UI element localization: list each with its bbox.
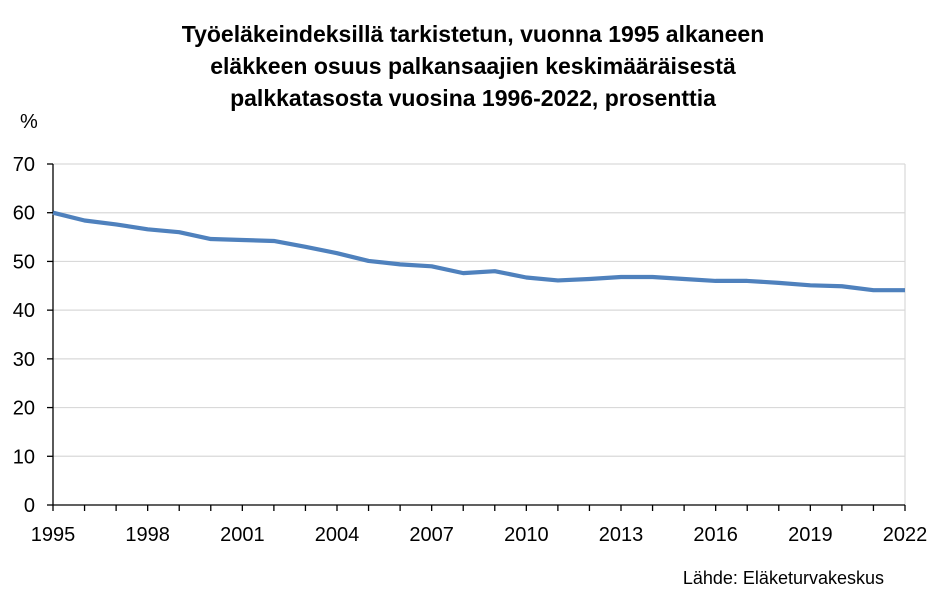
- x-tick-label: 2001: [220, 524, 265, 546]
- y-tick-label: 50: [13, 251, 35, 273]
- chart-title: Työeläkeindeksillä tarkistetun, vuonna 1…: [0, 18, 946, 114]
- x-tick-label: 2019: [788, 524, 833, 546]
- x-tick-label: 2022: [883, 524, 928, 546]
- x-tick-label: 1995: [31, 524, 76, 546]
- x-tick-label: 2007: [409, 524, 454, 546]
- y-tick-label: 10: [13, 446, 35, 468]
- series-group: [52, 210, 905, 293]
- chart-title-line-1: Työeläkeindeksillä tarkistetun, vuonna 1…: [181, 21, 765, 47]
- x-tick-label: 2004: [315, 524, 360, 546]
- chart-title-line-3: palkkatasosta vuosina 1996-2022, prosent…: [230, 85, 716, 111]
- x-tick-label: 2016: [693, 524, 738, 546]
- y-tick-label: 20: [13, 398, 35, 420]
- x-tick-label: 2013: [599, 524, 644, 546]
- chart-title-line-2: eläkkeen osuus palkansaajien keskimääräi…: [210, 53, 736, 79]
- y-tick-label: 70: [13, 154, 35, 176]
- y-tick-label: 60: [13, 203, 35, 225]
- series-line-0: [52, 210, 905, 293]
- y-axis-unit-label: %: [20, 111, 38, 133]
- axes: [47, 163, 906, 511]
- y-tick-label: 30: [13, 349, 35, 371]
- x-tick-label: 1998: [125, 524, 170, 546]
- y-tick-label: 0: [24, 495, 35, 517]
- x-tick-label: 2010: [504, 524, 549, 546]
- x-tick-labels: 1995 1998 2001 2004 2007 2010 2013 2016 2019 2022: [31, 524, 928, 546]
- gridlines: [53, 163, 906, 505]
- source-note: Lähde: Eläketurvakeskus: [682, 568, 884, 588]
- y-tick-labels: 0 10 20 30 40 50 60 70: [13, 154, 35, 517]
- y-tick-label: 40: [13, 300, 35, 322]
